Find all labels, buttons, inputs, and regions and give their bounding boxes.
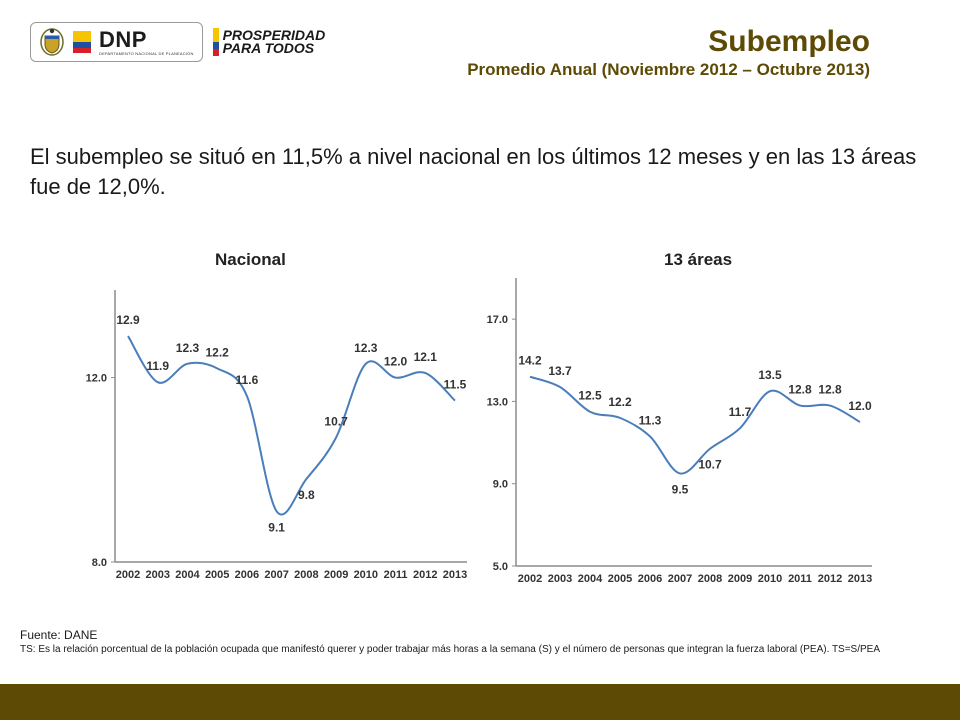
x-tick-label: 2009 bbox=[324, 569, 348, 581]
logo-dnp-subtext: DEPARTAMENTO NACIONAL DE PLANEACIÓN bbox=[99, 50, 194, 56]
x-tick-label: 2011 bbox=[384, 569, 408, 581]
title-block: Subempleo Promedio Anual (Noviembre 2012… bbox=[467, 24, 870, 80]
x-tick-label: 2003 bbox=[145, 569, 169, 581]
series-line-nacional bbox=[127, 335, 456, 516]
bottom-bar bbox=[0, 684, 960, 720]
footnote: Fuente: DANE TS: Es la relación porcentu… bbox=[20, 628, 920, 656]
data-label: 12.3 bbox=[176, 341, 200, 355]
data-label: 12.1 bbox=[414, 350, 438, 364]
header-logos: DNP DEPARTAMENTO NACIONAL DE PLANEACIÓN … bbox=[30, 20, 325, 64]
x-tick-label: 2002 bbox=[116, 569, 140, 581]
x-tick-label: 2008 bbox=[294, 569, 318, 581]
y-tick-label: 5.0 bbox=[493, 561, 508, 573]
data-label: 10.7 bbox=[324, 415, 348, 429]
x-tick-label: 2008 bbox=[698, 573, 722, 585]
x-tick-label: 2005 bbox=[205, 569, 229, 581]
data-label: 9.8 bbox=[298, 488, 315, 502]
data-label: 12.0 bbox=[384, 355, 408, 369]
x-tick-label: 2006 bbox=[235, 569, 259, 581]
y-tick-label: 13.0 bbox=[487, 396, 508, 408]
x-tick-label: 2007 bbox=[668, 573, 692, 585]
chart-nacional: 12.0 8.0 2002 2003 2004 2005 2006 2007 2008 2009 2… bbox=[86, 290, 467, 581]
x-tick-label: 2006 bbox=[638, 573, 662, 585]
data-label: 11.9 bbox=[146, 359, 169, 373]
x-tick-label: 2009 bbox=[728, 573, 752, 585]
x-tick-label: 2002 bbox=[518, 573, 542, 585]
x-tick-label: 2004 bbox=[578, 573, 603, 585]
y-tick-label: 12.0 bbox=[86, 373, 107, 385]
x-tick-label: 2007 bbox=[264, 569, 288, 581]
logo-dnp-text: DNP bbox=[99, 26, 147, 52]
logo-prosperidad: PROSPERIDAD PARA TODOS bbox=[212, 27, 326, 56]
data-label: 14.2 bbox=[518, 354, 542, 368]
data-label: 9.1 bbox=[268, 520, 285, 534]
data-label: 12.9 bbox=[116, 313, 140, 327]
data-label: 12.5 bbox=[578, 389, 602, 403]
data-label: 12.3 bbox=[354, 341, 378, 355]
data-label: 12.0 bbox=[848, 399, 872, 413]
x-tick-label: 2011 bbox=[788, 573, 812, 585]
x-tick-label: 2005 bbox=[608, 573, 632, 585]
page-title: Subempleo bbox=[708, 25, 870, 58]
prosperidad-bars-icon bbox=[212, 28, 219, 56]
data-label: 11.5 bbox=[444, 378, 467, 392]
data-label: 11.3 bbox=[639, 413, 662, 427]
logo-prosperidad-line1: PROSPERIDAD bbox=[222, 27, 326, 43]
data-label: 11.7 bbox=[729, 405, 752, 419]
y-tick-label: 17.0 bbox=[487, 314, 508, 326]
chart-title-nacional: Nacional bbox=[215, 250, 286, 269]
data-label: 10.7 bbox=[698, 458, 722, 472]
y-tick-label: 8.0 bbox=[92, 557, 107, 569]
data-label: 9.5 bbox=[672, 482, 689, 496]
colombia-shield-icon bbox=[40, 28, 64, 56]
flag-bars-icon bbox=[73, 31, 91, 53]
data-label: 13.5 bbox=[758, 368, 782, 382]
chart-title-13-areas: 13 áreas bbox=[664, 250, 733, 269]
logo-dnp: DNP DEPARTAMENTO NACIONAL DE PLANEACIÓN bbox=[30, 22, 203, 62]
page-subtitle: Promedio Anual (Noviembre 2012 – Octubre… bbox=[467, 60, 870, 79]
definition-note: TS: Es la relación porcentual de la pobl… bbox=[20, 644, 881, 655]
x-tick-label: 2003 bbox=[548, 573, 572, 585]
data-label: 12.8 bbox=[818, 383, 842, 397]
x-tick-label: 2012 bbox=[818, 573, 842, 585]
source-note: Fuente: DANE bbox=[20, 628, 98, 642]
lead-text: El subempleo se situó en 11,5% a nivel n… bbox=[30, 144, 917, 199]
chart-13-areas: 17.0 13.0 9.0 5.0 2002 2003 2004 2005 2006 2007 20… bbox=[487, 278, 872, 585]
x-tick-label: 2004 bbox=[175, 569, 200, 581]
data-label: 12.2 bbox=[206, 345, 230, 359]
x-tick-label: 2012 bbox=[413, 569, 437, 581]
series-line-13-areas bbox=[529, 375, 861, 475]
data-label: 13.7 bbox=[548, 364, 572, 378]
data-label: 12.8 bbox=[788, 383, 812, 397]
x-tick-label: 2010 bbox=[758, 573, 782, 585]
logo-prosperidad-line2: PARA TODOS bbox=[222, 40, 315, 56]
x-tick-label: 2013 bbox=[443, 569, 467, 581]
data-label: 11.6 bbox=[236, 373, 259, 387]
y-tick-label: 9.0 bbox=[493, 479, 508, 491]
data-label: 12.2 bbox=[608, 395, 632, 409]
x-tick-label: 2010 bbox=[354, 569, 378, 581]
x-tick-label: 2013 bbox=[848, 573, 872, 585]
